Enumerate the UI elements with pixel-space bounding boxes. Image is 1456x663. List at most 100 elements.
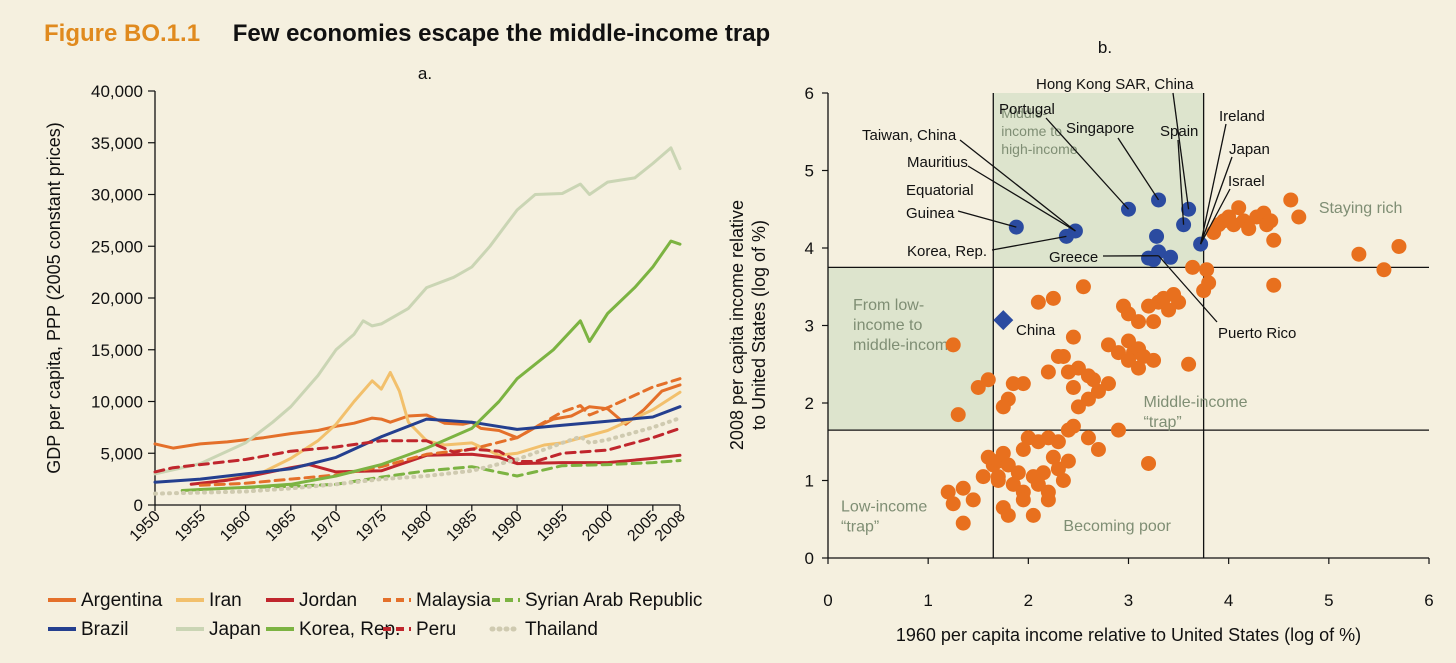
x-tick-label: 1980 xyxy=(398,508,435,545)
leader-line xyxy=(1199,123,1227,245)
panel-b-label: b. xyxy=(1098,38,1112,57)
scatter-point xyxy=(1040,492,1056,508)
point-label: Korea, Rep. xyxy=(907,243,987,260)
scatter-point xyxy=(945,337,961,353)
point-label: Equatorial xyxy=(906,182,974,199)
scatter-point xyxy=(990,473,1006,488)
legend-entry: Argentina xyxy=(81,590,163,611)
y-tick-label: 30,000 xyxy=(91,186,143,205)
zone-label: Staying rich xyxy=(1319,200,1403,217)
scatter-point xyxy=(965,492,981,508)
legend-entry: Iran xyxy=(209,590,242,611)
scatter-point xyxy=(1040,364,1056,380)
point-label: Puerto Rico xyxy=(1218,325,1296,342)
series-line xyxy=(153,383,682,450)
scatter-point xyxy=(1045,449,1061,465)
x-tick-label: 1990 xyxy=(489,508,526,545)
scatter-point xyxy=(1075,279,1091,295)
x-tick-label: 1970 xyxy=(308,508,345,545)
point-label: Japan xyxy=(1229,141,1270,158)
series-line xyxy=(180,239,682,492)
series-line xyxy=(153,416,682,496)
x-tick-label: 1995 xyxy=(534,508,571,545)
scatter-point xyxy=(970,380,986,395)
scatter-point xyxy=(1010,465,1026,481)
legend-entry: Jordan xyxy=(299,590,357,611)
scatter-point xyxy=(1015,442,1031,457)
legend-entry: Malaysia xyxy=(416,590,491,611)
leader-line xyxy=(1200,156,1233,245)
scatter-point xyxy=(1035,465,1051,481)
scatter-point xyxy=(1050,349,1066,364)
legend-entry: Syrian Arab Republic xyxy=(525,590,702,611)
scatter-point xyxy=(1055,473,1071,488)
y-tick-label: 10,000 xyxy=(91,393,143,412)
scatter-point xyxy=(955,480,971,496)
figure-number: Figure BO.1.1 xyxy=(44,20,201,47)
scatter-point xyxy=(1185,259,1201,275)
scatter-point xyxy=(1090,442,1106,457)
x-tick-label: 1960 xyxy=(217,508,254,545)
panel-b-y-axis-label: 2008 per capita income relative to United… xyxy=(727,200,769,450)
x-tick-label: 3 xyxy=(1124,591,1133,610)
y-tick-label: 40,000 xyxy=(91,82,143,101)
scatter-point xyxy=(1080,430,1096,446)
region-label: income to xyxy=(1001,123,1062,139)
y-tick-label: 3 xyxy=(805,317,814,336)
x-tick-label: 5 xyxy=(1324,591,1333,610)
scatter-point xyxy=(1283,192,1299,208)
series-line xyxy=(189,452,682,486)
x-tick-label: 1955 xyxy=(172,508,209,545)
leader-line xyxy=(1172,92,1190,210)
scatter-point xyxy=(1030,294,1046,310)
scatter-point xyxy=(1030,434,1046,450)
svg-text:2008 per capita income relativ: 2008 per capita income relative to United… xyxy=(727,200,769,450)
scatter-point xyxy=(940,484,956,500)
x-tick-label: 6 xyxy=(1424,591,1433,610)
x-tick-label: 0 xyxy=(823,591,832,610)
scatter-point xyxy=(1025,507,1041,523)
x-tick-label: 2 xyxy=(1024,591,1033,610)
y-tick-label: 4 xyxy=(805,239,814,258)
leader-line xyxy=(959,139,1076,232)
scatter-point xyxy=(1201,275,1217,291)
zone-label: “trap” xyxy=(841,519,879,536)
leader-line xyxy=(1177,139,1185,225)
scatter-point xyxy=(945,496,961,512)
scatter-point xyxy=(1391,238,1407,254)
legend-entry: Brazil xyxy=(81,619,129,640)
scatter-point xyxy=(1163,249,1179,265)
scatter-point xyxy=(995,445,1011,461)
legend-entry: Japan xyxy=(209,619,261,640)
x-tick-label: 1975 xyxy=(353,508,390,545)
scatter-point-diamond xyxy=(993,310,1014,331)
leader-line xyxy=(957,210,1017,228)
scatter-point xyxy=(1085,372,1101,388)
x-tick-label: 2008 xyxy=(652,508,689,545)
point-label: Greece xyxy=(1049,249,1098,266)
y-tick-label: 25,000 xyxy=(91,237,143,256)
leader-line xyxy=(1200,188,1231,245)
y-tick-label: 0 xyxy=(134,496,143,515)
y-tick-label: 1 xyxy=(805,472,814,491)
scatter-point xyxy=(1181,356,1197,372)
scatter-point xyxy=(1065,329,1081,345)
figure-header: Figure BO.1.1 Few economies escape the m… xyxy=(44,20,770,48)
scatter-point xyxy=(1351,246,1367,262)
y-tick-label: 5,000 xyxy=(100,444,143,463)
region-label: middle-income xyxy=(853,337,957,354)
scatter-point xyxy=(995,399,1011,415)
scatter-point xyxy=(1065,380,1081,395)
series-line xyxy=(153,426,682,474)
x-tick-label: 2005 xyxy=(624,508,661,545)
scatter-point xyxy=(1070,399,1086,415)
legend-entry: Korea, Rep. xyxy=(299,619,400,640)
zone-label: Becoming poor xyxy=(1063,518,1171,535)
x-tick-label: 1950 xyxy=(127,508,164,545)
scatter-point xyxy=(1110,422,1126,438)
scatter-point xyxy=(1141,455,1157,471)
scatter-point xyxy=(1146,352,1162,368)
figure-title: Few economies escape the middle-income t… xyxy=(232,20,771,47)
y-tick-label: 20,000 xyxy=(91,289,143,308)
series-line xyxy=(198,371,682,486)
